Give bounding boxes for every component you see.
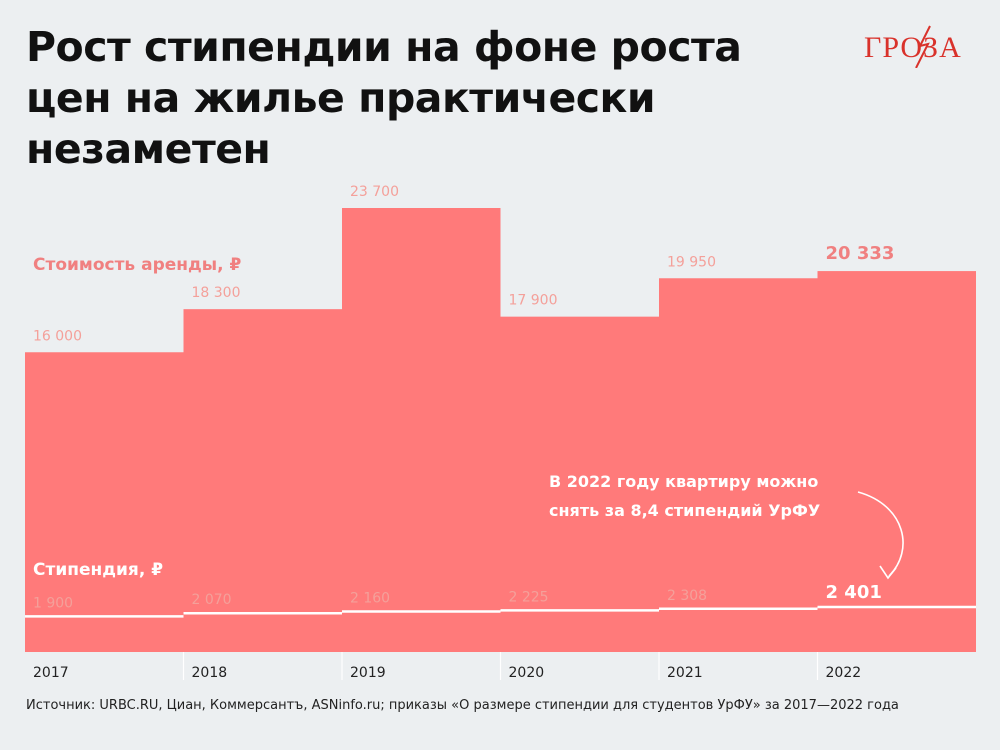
stipend-value-label: 2 070	[192, 592, 232, 608]
stipend-line	[25, 605, 976, 618]
rent-value-label: 19 950	[667, 254, 716, 270]
year-dividers	[182, 652, 819, 680]
svg-text:ГРОЗА: ГРОЗА	[864, 31, 962, 64]
series-label-rent: Стоимость аренды, ₽	[33, 255, 241, 275]
annotation-arrowhead	[879, 565, 897, 580]
annotation-line-1: В 2022 году квартиру можно	[549, 472, 818, 491]
rent-bars	[25, 208, 976, 652]
source-note: Источник: URBC.RU, Циан, Коммерсантъ, AS…	[26, 698, 899, 713]
x-axis-ticks: 2017 2018 2019 2020 2021 2022	[33, 665, 861, 681]
rent-bar-2021	[659, 278, 818, 652]
annotation-arrow	[857, 491, 904, 577]
rent-value-label: 18 300	[192, 285, 241, 301]
rent-bar-2020	[500, 316, 659, 652]
stipend-value-label: 2 160	[350, 591, 390, 607]
stipend-value-label: 2 308	[667, 588, 707, 604]
stipend-value-label: 2 225	[509, 589, 549, 605]
rent-value-label: 16 000	[33, 328, 82, 344]
rent-bar-2022	[817, 271, 976, 652]
rent-value-label: 20 333	[826, 243, 895, 264]
stipend-value-label: 2 401	[826, 582, 882, 603]
series-label-stipend: Стипендия, ₽	[33, 560, 163, 580]
stipend-value-label: 1 900	[33, 595, 73, 611]
rent-bar-2019	[342, 208, 501, 652]
x-tick-2021: 2021	[667, 665, 703, 681]
value-labels: 16 000 1 900 18 300 2 070 23 700 2 160 17 900 2…	[33, 184, 894, 611]
annotation-line-2: снять за 8,4 стипендий УрФУ	[549, 501, 820, 520]
x-tick-2019: 2019	[350, 665, 386, 681]
rent-value-label: 17 900	[509, 293, 558, 309]
x-tick-2022: 2022	[826, 665, 862, 681]
rent-value-label: 23 700	[350, 184, 399, 200]
rent-bar-2017	[25, 352, 184, 652]
x-tick-2017: 2017	[33, 665, 69, 681]
page-title: Рост стипендии на фоне роста цен на жиль…	[26, 23, 742, 173]
rent-bar-2018	[183, 309, 342, 652]
logo: ГРОЗА	[864, 25, 962, 68]
x-tick-2018: 2018	[192, 665, 228, 681]
x-tick-2020: 2020	[509, 665, 545, 681]
